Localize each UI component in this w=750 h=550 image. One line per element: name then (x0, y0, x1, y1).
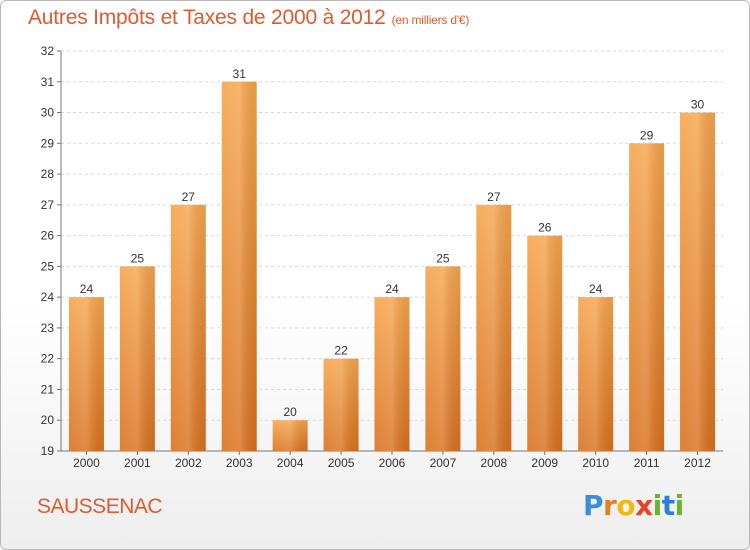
bar-shine-2012 (680, 112, 716, 452)
y-tick-label: 23 (41, 321, 55, 335)
bar-shine-2007 (425, 266, 461, 451)
bar-shine-2011 (629, 143, 665, 452)
x-tick-label-2007: 2007 (430, 456, 457, 470)
y-tick-label: 29 (41, 136, 55, 150)
data-label-2001: 25 (131, 251, 145, 265)
y-tick-label: 28 (41, 167, 55, 181)
proxiti-logo: Proxiti (583, 489, 684, 522)
data-label-2004: 20 (283, 405, 297, 419)
bar-shine-2006 (374, 297, 410, 451)
data-label-2003: 31 (233, 67, 247, 81)
y-tick-label: 21 (41, 382, 55, 396)
y-tick-label: 25 (41, 259, 55, 273)
bar-shine-2005 (323, 358, 359, 451)
y-tick-label: 20 (41, 413, 55, 427)
y-tick-label: 19 (41, 444, 55, 458)
y-tick-label: 30 (41, 106, 55, 120)
x-tick-label-2004: 2004 (277, 456, 304, 470)
data-label-2011: 29 (640, 128, 654, 142)
x-tick-label-2005: 2005 (328, 456, 355, 470)
bar-shine-2009 (527, 235, 563, 451)
data-labels: 24 25 27 31 20 22 24 25 27 26 24 29 30 (80, 67, 705, 419)
bar-shine-2008 (476, 204, 512, 451)
chart-title-text: Autres Impôts et Taxes de 2000 à 2012 (28, 6, 386, 29)
commune-name: SAUSSENAC (37, 495, 163, 518)
chart-unit: (en milliers d'€) (391, 13, 470, 27)
x-tick-label-2008: 2008 (480, 456, 507, 470)
y-tick-label: 26 (41, 229, 55, 243)
x-tick-label-2002: 2002 (175, 456, 202, 470)
x-tick-label-2006: 2006 (379, 456, 406, 470)
bar-shine-2004 (272, 420, 308, 451)
data-label-2002: 27 (182, 190, 196, 204)
x-tick-label-2001: 2001 (124, 456, 151, 470)
data-label-2006: 24 (385, 282, 399, 296)
bar-shine-2003 (221, 81, 257, 452)
data-label-2000: 24 (80, 282, 94, 296)
data-label-2005: 22 (334, 344, 348, 358)
bar-shine-2000 (68, 297, 104, 451)
data-label-2010: 24 (589, 282, 603, 296)
data-label-2009: 26 (538, 221, 552, 235)
chart-title: Autres Impôts et Taxes de 2000 à 2012 (en… (28, 6, 469, 30)
y-tick-label: 32 (41, 44, 55, 58)
x-tick-label-2012: 2012 (684, 456, 711, 470)
bar-shine-2001 (119, 266, 155, 451)
data-label-2012: 30 (691, 98, 705, 112)
y-tick-label: 24 (41, 290, 55, 304)
y-tick-label: 31 (41, 75, 55, 89)
bar-shine-2002 (170, 204, 206, 451)
x-tick-label-2010: 2010 (582, 456, 609, 470)
data-label-2008: 27 (487, 190, 501, 204)
x-tick-label-2000: 2000 (73, 456, 100, 470)
y-tick-label: 22 (41, 352, 55, 366)
bar-shine-2010 (578, 297, 614, 451)
x-tick-label-2003: 2003 (226, 456, 253, 470)
x-tick-label-2011: 2011 (634, 456, 660, 470)
axes: 19 20 21 22 23 24 25 26 27 28 29 30 31 32 2000 2001 2002… (41, 44, 723, 470)
data-label-2007: 25 (436, 251, 450, 265)
bars (68, 81, 716, 452)
x-tick-label-2009: 2009 (531, 456, 558, 470)
y-tick-label: 27 (41, 198, 55, 212)
